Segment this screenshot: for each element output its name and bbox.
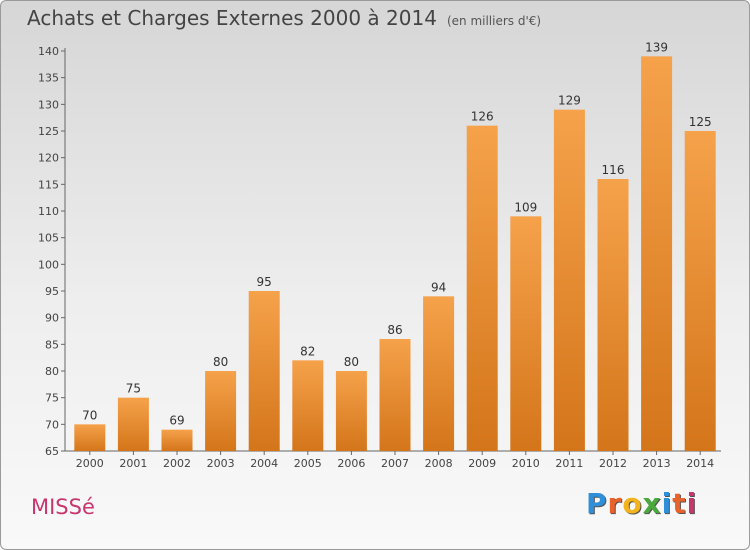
bar-2000	[74, 424, 106, 451]
chart-labels: 70 2000 75 2001 69 2002 80 2003 95 2004 82 2005 80 20…	[76, 40, 714, 470]
y-tick-label: 70	[45, 418, 59, 431]
x-tick-label-2007: 2007	[381, 457, 409, 470]
data-label-2010: 109	[514, 200, 537, 214]
x-tick-label-2012: 2012	[599, 457, 627, 470]
y-tick-label: 135	[38, 72, 59, 85]
x-tick-label-2002: 2002	[163, 457, 191, 470]
data-label-2002: 69	[169, 414, 184, 428]
chart-axes: 65 70 75 80 85 90 95 100 105 110 115 120 125 130 135 14…	[38, 45, 721, 458]
chart-title: Achats et Charges Externes 2000 à 2014 (e…	[27, 6, 541, 30]
bar-2010	[510, 216, 542, 451]
data-label-2011: 129	[558, 94, 581, 108]
bar-2007	[379, 339, 411, 451]
y-tick-label: 85	[45, 338, 59, 351]
data-label-2000: 70	[82, 408, 97, 422]
x-tick-label-2010: 2010	[512, 457, 540, 470]
chart-title-text: Achats et Charges Externes 2000 à 2014	[27, 6, 437, 30]
x-tick-label-2008: 2008	[425, 457, 453, 470]
bar-2013	[641, 56, 673, 451]
chart-bars	[74, 56, 716, 452]
data-label-2006: 80	[344, 355, 359, 369]
y-tick-label: 115	[38, 178, 59, 191]
x-tick-label-2014: 2014	[686, 457, 714, 470]
bar-2011	[553, 109, 585, 452]
bar-2009	[466, 125, 498, 452]
x-tick-label-2004: 2004	[250, 457, 278, 470]
data-label-2012: 116	[602, 163, 625, 177]
x-tick-label-2009: 2009	[468, 457, 496, 470]
x-tick-label-2011: 2011	[555, 457, 583, 470]
data-label-2001: 75	[126, 382, 141, 396]
y-tick-label: 140	[38, 45, 59, 58]
x-tick-label-2003: 2003	[207, 457, 235, 470]
data-label-2009: 126	[471, 110, 494, 124]
y-tick-label: 95	[45, 285, 59, 298]
y-tick-label: 90	[45, 312, 59, 325]
bar-2004	[248, 291, 280, 451]
bar-2006	[335, 371, 367, 451]
data-label-2013: 139	[645, 40, 668, 54]
data-label-2005: 82	[300, 344, 315, 358]
bar-2014	[684, 131, 716, 451]
x-tick-label-2005: 2005	[294, 457, 322, 470]
y-tick-label: 100	[38, 258, 59, 271]
bar-2008	[423, 296, 455, 451]
data-label-2003: 80	[213, 355, 228, 369]
bar-2003	[205, 371, 237, 451]
y-tick-label: 120	[38, 152, 59, 165]
y-tick-label: 80	[45, 365, 59, 378]
x-tick-label-2000: 2000	[76, 457, 104, 470]
data-label-2008: 94	[431, 280, 446, 294]
bar-2002	[161, 429, 193, 451]
commune-name: MISSé	[31, 495, 95, 519]
data-label-2007: 86	[387, 323, 402, 337]
data-label-2004: 95	[257, 275, 272, 289]
y-tick-label: 130	[38, 98, 59, 111]
y-tick-label: 110	[38, 205, 59, 218]
bar-2001	[117, 397, 149, 451]
bar-2012	[597, 179, 629, 451]
data-label-2014: 125	[689, 115, 712, 129]
y-tick-label: 65	[45, 445, 59, 458]
chart-unit: (en milliers d'€)	[446, 14, 542, 28]
x-tick-label-2013: 2013	[643, 457, 671, 470]
x-tick-label-2001: 2001	[119, 457, 147, 470]
y-tick-label: 125	[38, 125, 59, 138]
x-tick-label-2006: 2006	[337, 457, 365, 470]
bar-2005	[292, 360, 324, 451]
y-tick-label: 75	[45, 392, 59, 405]
y-tick-label: 105	[38, 232, 59, 245]
proxiti-logo: Proxiti	[586, 487, 698, 520]
